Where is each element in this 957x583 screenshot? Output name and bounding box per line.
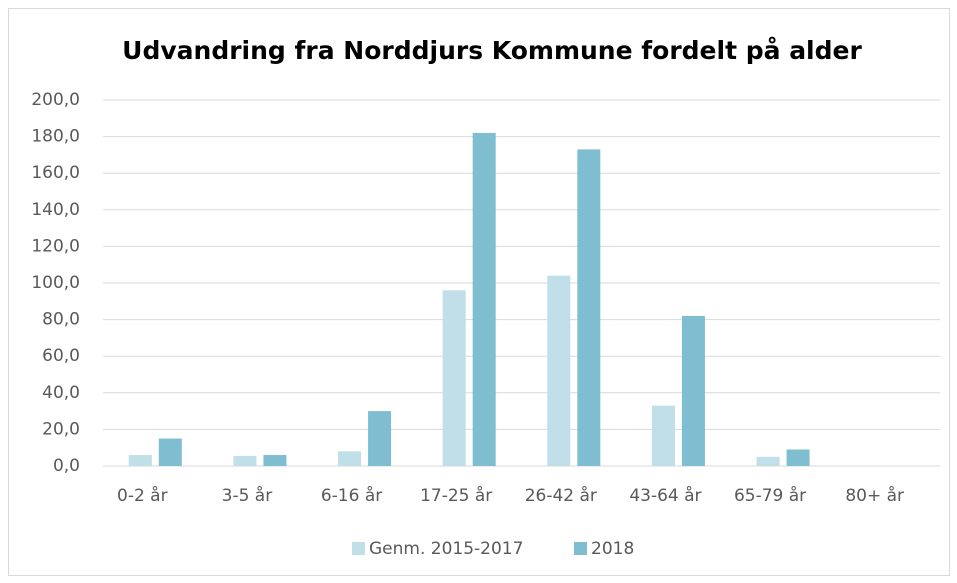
y-tick-label: 180,0 [31, 127, 80, 147]
bar [233, 455, 257, 466]
y-tick-label: 200,0 [31, 90, 80, 110]
y-tick-label: 20,0 [42, 419, 80, 439]
bar [472, 132, 496, 466]
x-tick-label: 65-79 år [734, 485, 806, 506]
legend-swatch [352, 542, 365, 555]
y-tick-label: 140,0 [31, 200, 80, 220]
y-tick-label: 0,0 [53, 456, 80, 476]
x-tick-label: 26-42 år [525, 485, 597, 506]
y-tick-label: 100,0 [31, 273, 80, 293]
x-tick-label: 80+ år [845, 485, 904, 506]
bar [577, 149, 601, 466]
bar [442, 290, 466, 466]
bar [681, 315, 705, 466]
legend-label: 2018 [591, 539, 634, 559]
bar [128, 455, 152, 466]
x-tick-label: 3-5 år [222, 485, 273, 506]
y-tick-label: 80,0 [42, 310, 80, 330]
x-tick-label: 17-25 år [420, 485, 492, 506]
x-tick-label: 6-16 år [321, 485, 382, 506]
y-tick-label: 40,0 [42, 383, 80, 403]
legend-label: Genm. 2015-2017 [369, 539, 523, 559]
bar [368, 411, 392, 466]
legend-swatch [574, 542, 587, 555]
bar [158, 438, 182, 466]
bar [786, 449, 810, 466]
bar [338, 451, 362, 466]
y-tick-label: 120,0 [31, 236, 80, 256]
bar [263, 455, 287, 466]
y-tick-label: 60,0 [42, 346, 80, 366]
y-tick-label: 160,0 [31, 163, 80, 183]
bar [756, 456, 780, 466]
x-tick-label: 43-64 år [629, 485, 701, 506]
chart-title: Udvandring fra Norddjurs Kommune fordelt… [122, 36, 862, 65]
bar [547, 275, 571, 466]
bar [651, 405, 675, 466]
x-tick-label: 0-2 år [117, 485, 168, 506]
